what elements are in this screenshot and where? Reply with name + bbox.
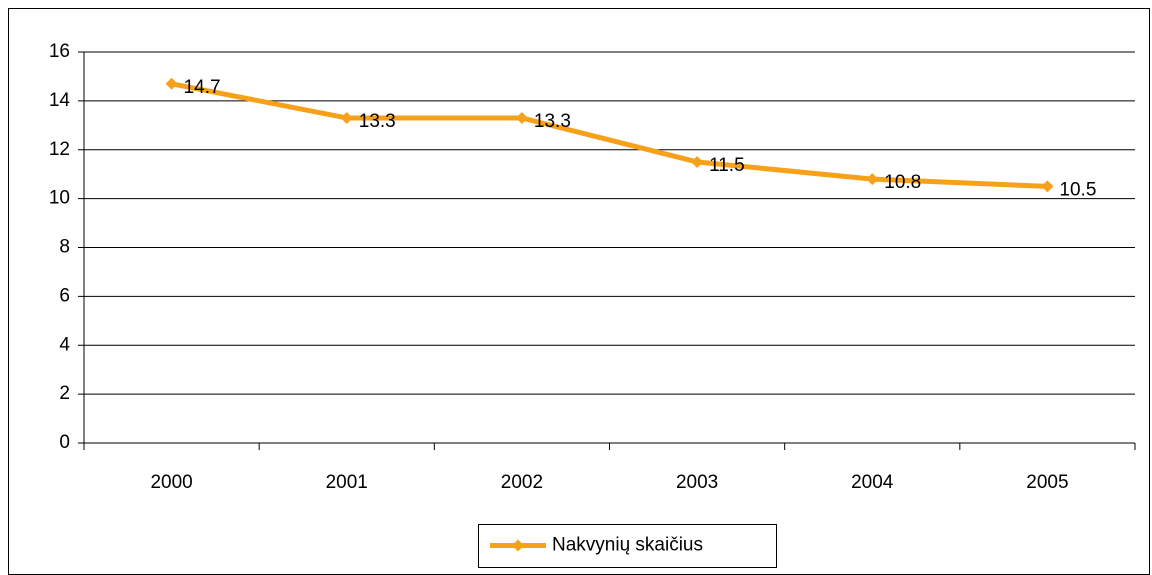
point-marker	[1041, 180, 1054, 193]
point-marker	[165, 77, 178, 90]
chart-frame	[8, 8, 1150, 575]
point-marker	[340, 111, 353, 124]
y-tick-label: 8	[59, 237, 70, 258]
x-tick-label: 2001	[326, 472, 368, 493]
series-line	[171, 81, 1048, 189]
x-tick-label: 2002	[501, 472, 543, 493]
data-label: 11.5	[709, 155, 745, 176]
data-label: 10.8	[884, 172, 921, 193]
x-tick-label: 2000	[150, 472, 192, 493]
x-tick-label: 2004	[851, 472, 894, 493]
legend-label: Nakvynių skaičius	[552, 535, 703, 556]
x-tick-label: 2003	[676, 472, 718, 493]
x-tick-label: 2005	[1026, 472, 1068, 493]
point-marker	[866, 173, 879, 186]
y-tick-label: 14	[49, 90, 71, 111]
y-tick-label: 12	[49, 139, 70, 160]
data-label: 13.3	[359, 111, 396, 132]
y-tick-label: 4	[59, 334, 70, 355]
data-label: 13.3	[534, 111, 571, 132]
y-tick-label: 16	[49, 41, 70, 62]
y-tick-label: 0	[59, 432, 70, 453]
point-marker	[691, 155, 704, 168]
data-label: 14.7	[184, 77, 221, 98]
data-label: 10.5	[1059, 179, 1096, 200]
legend-marker	[512, 539, 524, 552]
point-marker	[515, 111, 528, 124]
y-tick-label: 2	[59, 383, 70, 404]
y-tick-label: 6	[59, 285, 70, 306]
y-tick-label: 10	[49, 188, 70, 209]
